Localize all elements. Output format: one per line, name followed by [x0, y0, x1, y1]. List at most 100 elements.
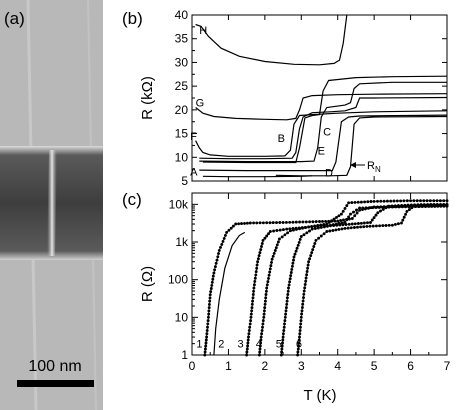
- chart-c-point: [204, 341, 208, 345]
- chart-c-point: [311, 220, 315, 224]
- chart-c-point: [402, 215, 406, 219]
- chart-c-point: [365, 224, 369, 228]
- chart-c-xtick-label: 7: [444, 359, 451, 373]
- chart-c-point: [208, 296, 212, 300]
- chart-c-point: [298, 227, 301, 231]
- chart-c-point: [219, 245, 222, 249]
- chart-c-point: [407, 208, 411, 212]
- chart-c-point: [261, 322, 265, 326]
- chart-c-point: [281, 332, 285, 336]
- chart-c-point: [303, 283, 307, 286]
- chart-c-point: [220, 242, 224, 246]
- chart-c-point: [203, 350, 207, 354]
- chart-c-point: [248, 221, 252, 225]
- chart-c-point: [258, 350, 262, 354]
- chart-b-curve-label: D: [325, 168, 333, 180]
- chart-c-point: [356, 200, 360, 204]
- chart-c-point: [371, 206, 375, 210]
- chart-c-point: [328, 229, 332, 233]
- chart-c-point: [387, 204, 391, 208]
- chart-c-point: [264, 296, 268, 300]
- chart-c-point: [297, 240, 301, 244]
- chart-c-point: [284, 312, 288, 316]
- chart-c-point: [286, 289, 290, 293]
- chart-c-point: [252, 289, 256, 293]
- chart-c-point: [271, 254, 275, 258]
- chart-c-point: [281, 341, 284, 345]
- chart-b-curve-labels: H G F B CE A D: [190, 25, 333, 180]
- chart-c-point: [403, 203, 407, 207]
- chart-c-point: [310, 251, 314, 255]
- chart-c-point: [370, 218, 374, 222]
- chart-c-point: [250, 309, 254, 313]
- chart-c-point: [205, 335, 209, 339]
- chart-c-point: [301, 302, 305, 306]
- chart-c-point: [353, 222, 357, 226]
- chart-c-point: [265, 234, 269, 238]
- panel-label-a: (a): [4, 9, 25, 28]
- chart-c-point: [409, 203, 413, 207]
- chart-c-point: [430, 203, 434, 207]
- chart-c-point: [445, 199, 449, 203]
- chart-c-curves: [203, 199, 449, 357]
- chart-c-point: [332, 224, 336, 227]
- chart-c-point: [278, 228, 282, 232]
- chart-c-point: [324, 219, 328, 223]
- chart-c-point: [349, 212, 352, 216]
- chart-c-point: [272, 251, 276, 255]
- chart-c-point: [251, 293, 255, 296]
- chart-c-point: [274, 246, 278, 250]
- chart-b-curve-g: [195, 93, 448, 121]
- chart-c-point: [409, 199, 413, 203]
- chart-c-point: [298, 220, 302, 224]
- chart-c-point: [393, 204, 397, 208]
- chart-c-point: [223, 233, 227, 237]
- chart-c-point: [255, 263, 259, 267]
- chart-c-point: [222, 236, 226, 240]
- chart-c-point: [260, 242, 264, 245]
- chart-c-point: [273, 249, 277, 252]
- chart-c-point: [366, 221, 369, 225]
- chart-c-point: [280, 347, 284, 351]
- chart-c-point: [421, 204, 425, 207]
- chart-c-point: [356, 222, 360, 225]
- chart-c-point: [252, 221, 256, 225]
- chart-c-point: [442, 203, 446, 207]
- chart-c-point: [339, 212, 343, 216]
- chart-c-point: [213, 265, 217, 269]
- chart-c-point: [353, 214, 357, 218]
- chart-c-curve-label: 6: [296, 338, 302, 350]
- chart-c-point: [376, 199, 379, 203]
- chart-c-point: [427, 203, 431, 207]
- chart-c-point: [308, 220, 312, 224]
- chart-c-point: [214, 261, 218, 265]
- chart-c-point: [259, 248, 263, 252]
- chart-c-point: [399, 199, 403, 203]
- chart-c-point: [262, 312, 266, 316]
- chart-c-point: [325, 230, 329, 233]
- chart-c-point: [369, 200, 373, 203]
- chart-b-curves: [195, 14, 448, 178]
- chart-b-curve-label: E: [318, 145, 325, 157]
- chart-b-curve-f: [195, 110, 448, 157]
- chart-c-ylabel: R (Ω): [139, 266, 156, 302]
- chart-c-point: [263, 236, 267, 240]
- chart-c-point: [299, 315, 303, 319]
- chart-c-point: [395, 199, 399, 203]
- chart-c-point: [258, 344, 262, 348]
- chart-c-ytick-label: 1k: [175, 235, 189, 249]
- chart-c-point: [264, 293, 268, 296]
- chart-c-point: [266, 280, 270, 284]
- chart-c-point: [268, 221, 272, 225]
- chart-c-point: [372, 216, 376, 220]
- chart-c-point: [245, 353, 249, 357]
- chart-c-point: [288, 280, 292, 284]
- chart-c-point: [343, 226, 347, 230]
- chart-c-point: [300, 312, 304, 316]
- chart-c-point: [221, 239, 225, 243]
- chart-c-point: [347, 222, 351, 226]
- chart-c-point: [292, 255, 296, 259]
- chart-c-point: [439, 203, 443, 207]
- panel-label-c: (c): [122, 190, 142, 209]
